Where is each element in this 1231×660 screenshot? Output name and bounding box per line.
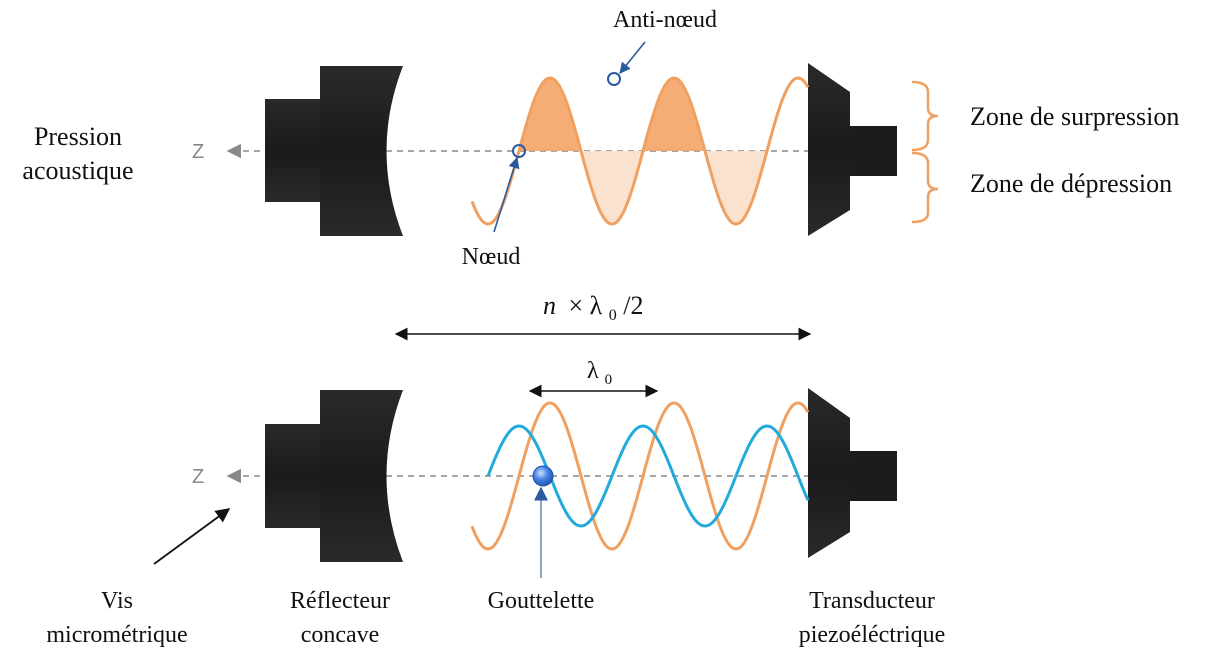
micrometric-screw-pointer bbox=[153, 508, 231, 565]
node-label: Nœud bbox=[462, 244, 521, 270]
transducer-top bbox=[808, 63, 897, 236]
plus-sign-2: + bbox=[732, 111, 746, 138]
bottom-panel: λ 0 Z Vis micrométrique Réflecteur conca… bbox=[46, 358, 945, 648]
vis-label-line2: micrométrique bbox=[46, 622, 187, 648]
surpression-brace bbox=[911, 80, 939, 152]
reflecteur-label-line2: concave bbox=[301, 622, 380, 648]
axis-label-top: Z bbox=[192, 141, 204, 163]
concave-reflector-top bbox=[265, 66, 403, 236]
distance-annotation: n × λ 0 /2 bbox=[394, 291, 812, 341]
surpression-lobes bbox=[519, 78, 705, 151]
droplet bbox=[532, 465, 554, 487]
node-pointer bbox=[493, 156, 520, 233]
distance-label: n × λ 0 /2 bbox=[543, 291, 644, 326]
plus-sign-1: + bbox=[609, 111, 623, 138]
top-panel: + + - - Z Pression acoustique Anti-nœud … bbox=[22, 7, 1179, 270]
depression-brace bbox=[911, 151, 939, 224]
axis-label-bottom: Z bbox=[192, 466, 204, 488]
concave-reflector-bottom bbox=[265, 390, 403, 562]
minus-sign-2: - bbox=[673, 171, 681, 198]
transducteur-label-line1: Transducteur bbox=[809, 588, 935, 614]
vis-label-line1: Vis bbox=[101, 588, 133, 614]
minus-sign-1: - bbox=[549, 171, 557, 198]
reflecteur-label-line1: Réflecteur bbox=[290, 588, 390, 614]
pression-label-line1: Pression bbox=[34, 122, 122, 151]
depression-lobes bbox=[581, 151, 767, 224]
pressure-wave-top bbox=[470, 76, 810, 226]
antinode-marker bbox=[607, 72, 621, 86]
antinode-label: Anti-nœud bbox=[613, 7, 717, 33]
zone-surpression-label: Zone de surpression bbox=[970, 102, 1179, 131]
pressure-wave-bottom bbox=[470, 401, 810, 551]
zone-depression-label: Zone de dépression bbox=[970, 169, 1172, 198]
velocity-wave-bottom bbox=[486, 424, 810, 528]
pression-label-line2: acoustique bbox=[22, 156, 133, 185]
wavelength-label: λ 0 bbox=[587, 358, 612, 388]
transducer-bottom bbox=[808, 388, 897, 558]
transducteur-label-line2: piezoéléctrique bbox=[799, 622, 946, 648]
gouttelette-label: Gouttelette bbox=[488, 588, 595, 614]
antinode-pointer bbox=[619, 41, 646, 74]
